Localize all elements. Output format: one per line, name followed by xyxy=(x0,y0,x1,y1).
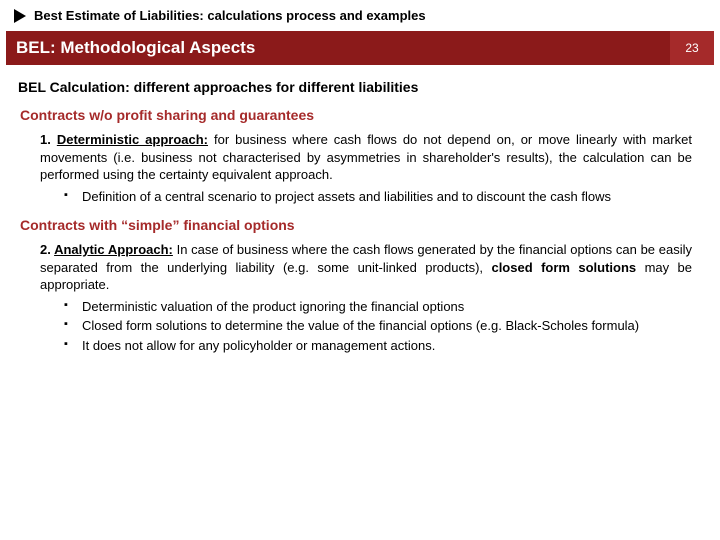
title-bar: BEL: Methodological Aspects 23 xyxy=(6,31,714,65)
breadcrumb-row: Best Estimate of Liabilities: calculatio… xyxy=(0,0,720,29)
section-heading-1: Contracts w/o profit sharing and guarant… xyxy=(20,107,702,123)
slide-title: BEL: Methodological Aspects xyxy=(6,38,255,58)
item-2-lead: Analytic Approach: xyxy=(54,242,173,257)
subtitle: BEL Calculation: different approaches fo… xyxy=(18,79,702,95)
item-1-lead: Deterministic approach: xyxy=(57,132,208,147)
slide: Best Estimate of Liabilities: calculatio… xyxy=(0,0,720,540)
item-1-number: 1. xyxy=(40,132,57,147)
item-2-number: 2. xyxy=(40,242,54,257)
item-2-bullets: Deterministic valuation of the product i… xyxy=(64,298,702,355)
list-item: Deterministic valuation of the product i… xyxy=(64,298,702,316)
list-item: Closed form solutions to determine the v… xyxy=(64,317,702,335)
page-number: 23 xyxy=(670,31,714,65)
list-item: It does not allow for any policyholder o… xyxy=(64,337,702,355)
slide-body: BEL Calculation: different approaches fo… xyxy=(0,65,720,354)
list-item: Definition of a central scenario to proj… xyxy=(64,188,702,206)
item-2: 2. Analytic Approach: In case of busines… xyxy=(40,241,692,294)
section-heading-2: Contracts with “simple” financial option… xyxy=(20,217,702,233)
arrow-right-icon xyxy=(14,9,26,23)
breadcrumb-text: Best Estimate of Liabilities: calculatio… xyxy=(34,8,426,23)
item-1: 1. Deterministic approach: for business … xyxy=(40,131,692,184)
item-2-bold: closed form solutions xyxy=(491,260,636,275)
item-1-bullets: Definition of a central scenario to proj… xyxy=(64,188,702,206)
